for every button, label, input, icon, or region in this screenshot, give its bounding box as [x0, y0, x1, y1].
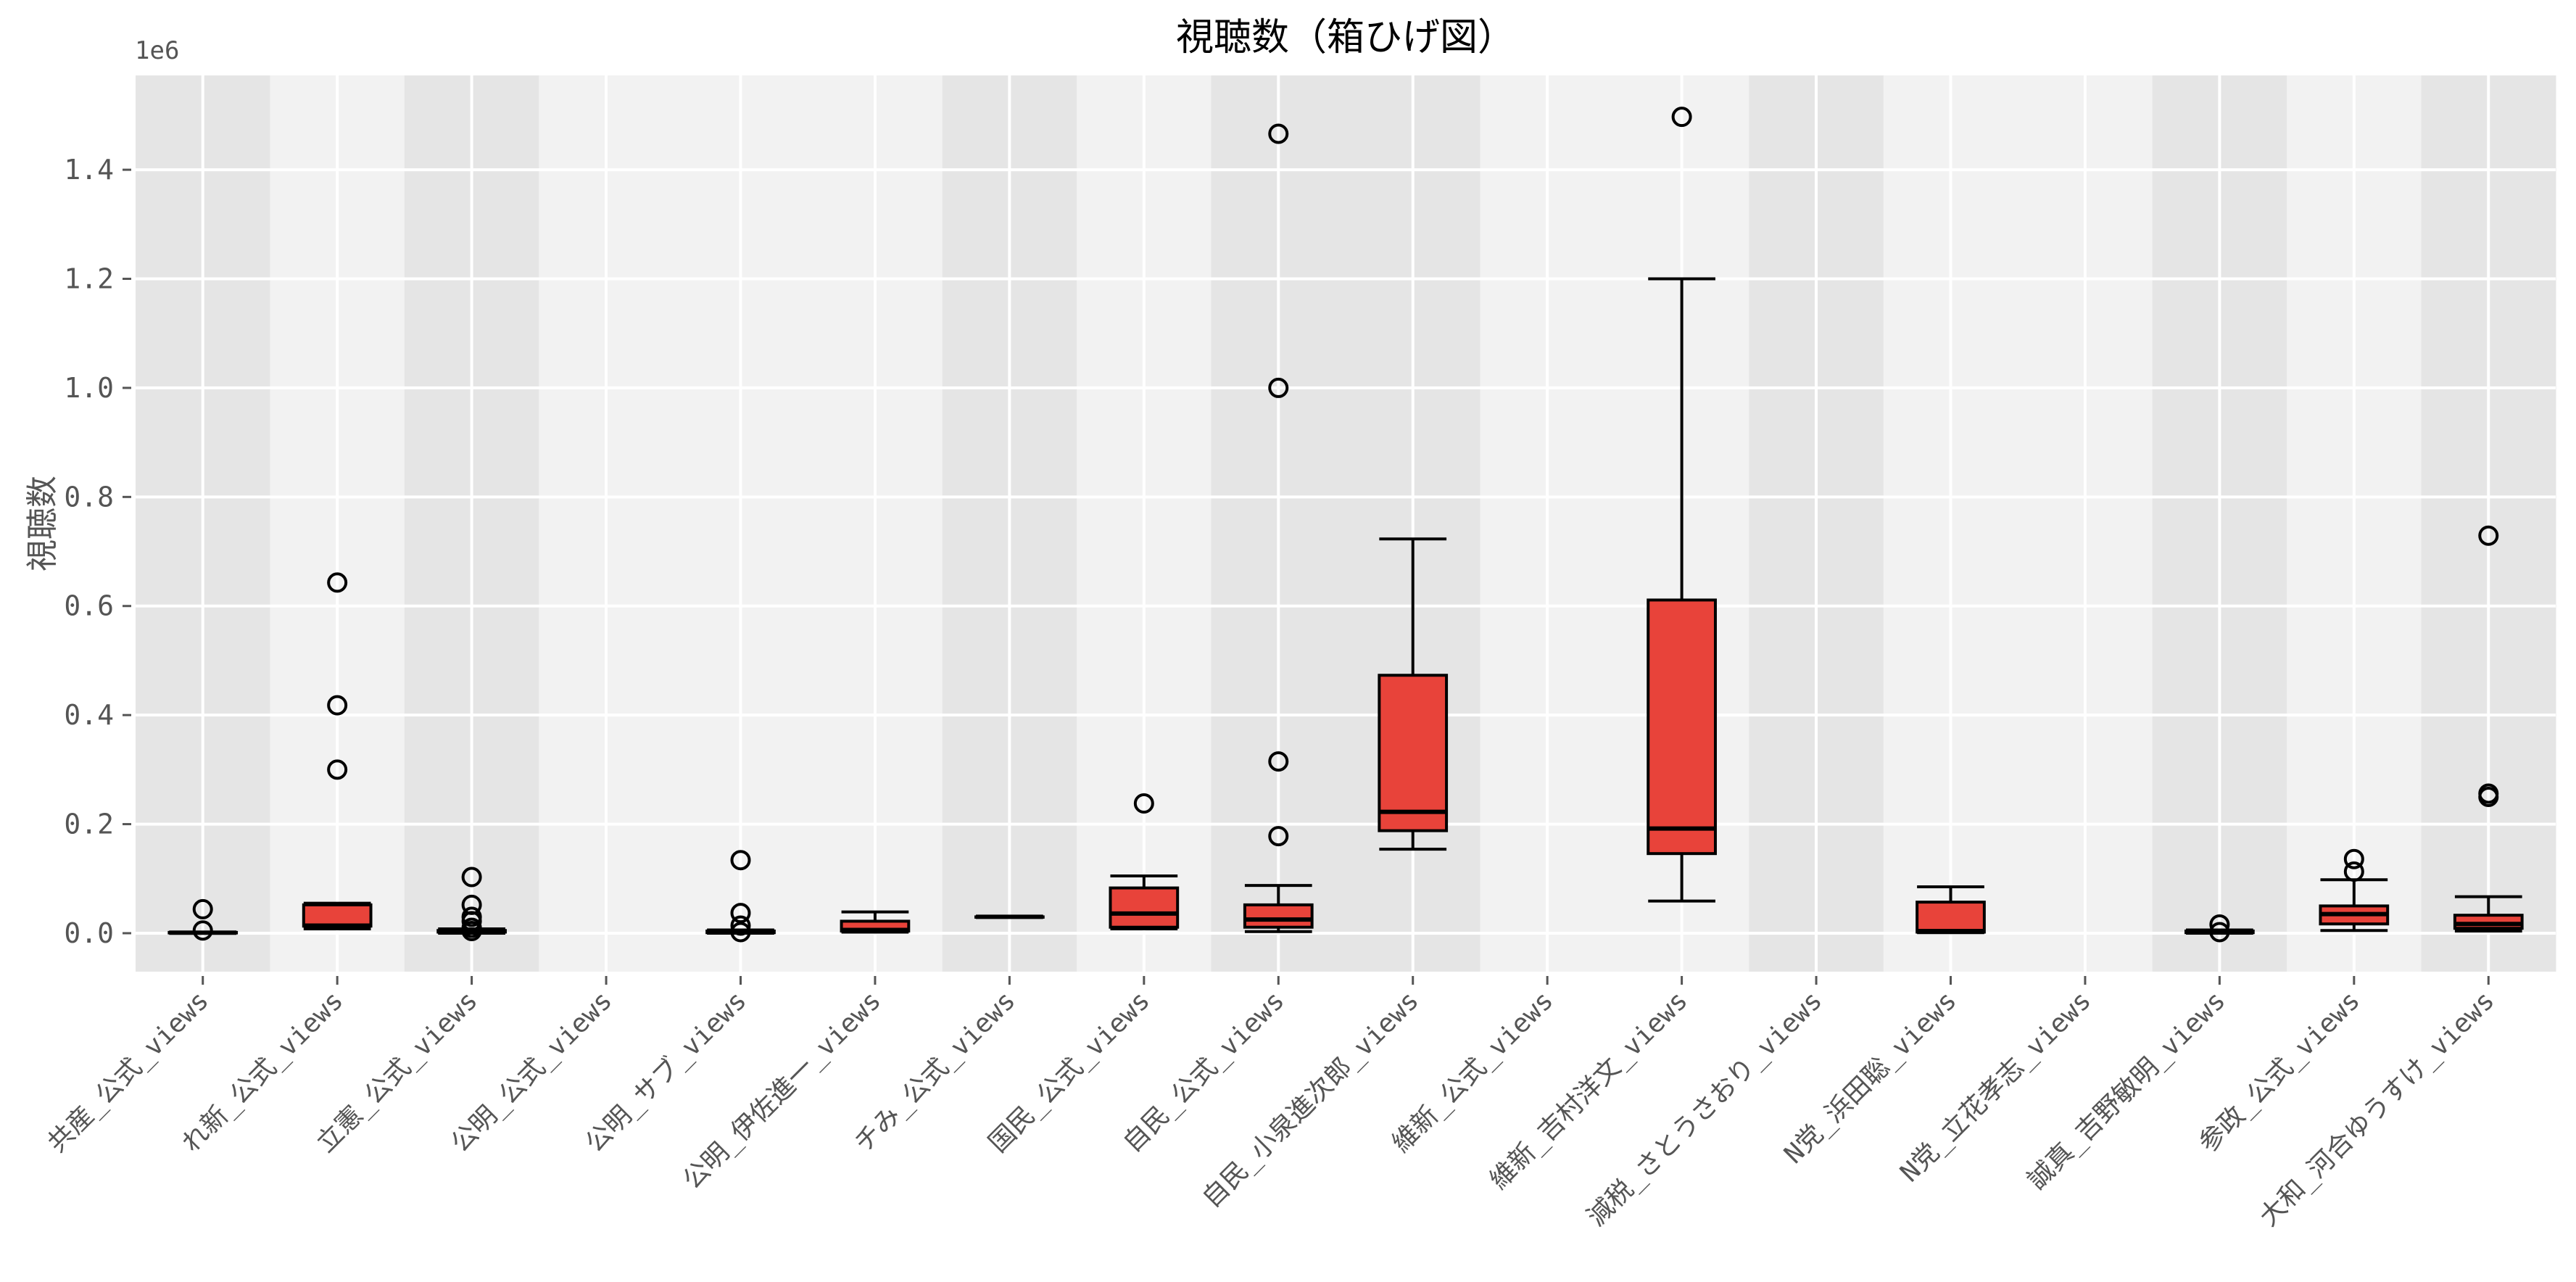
- outlier-marker[interactable]: [461, 917, 482, 938]
- y-axis-offset-label: 1e6: [135, 36, 180, 65]
- outlier-marker[interactable]: [1268, 123, 1289, 144]
- outlier-marker[interactable]: [2343, 861, 2364, 882]
- outlier-marker[interactable]: [730, 850, 751, 871]
- outlier-marker[interactable]: [192, 920, 213, 941]
- chart-title: 視聴数（箱ひげ図）: [1175, 16, 1515, 59]
- outlier-marker[interactable]: [327, 759, 348, 780]
- outlier-marker[interactable]: [2209, 914, 2230, 935]
- outlier-marker[interactable]: [1671, 107, 1692, 128]
- box[interactable]: [1109, 886, 1180, 929]
- outlier-marker[interactable]: [461, 894, 482, 915]
- outlier-marker[interactable]: [730, 922, 751, 943]
- box[interactable]: [302, 903, 373, 928]
- outlier-marker[interactable]: [192, 898, 213, 919]
- x-tick-label: 大和_河合ゆうすけ_views: [2254, 985, 2501, 1232]
- y-tick-label: 0.2: [64, 809, 114, 840]
- box[interactable]: [1916, 901, 1986, 934]
- outlier-marker[interactable]: [2209, 922, 2230, 943]
- y-tick-label: 0.6: [64, 590, 114, 622]
- y-tick-label: 1.2: [64, 263, 114, 295]
- outlier-marker[interactable]: [327, 695, 348, 716]
- box[interactable]: [1647, 598, 1717, 856]
- box[interactable]: [2453, 914, 2524, 930]
- x-tick-label: 減税_さとうさおり_views: [1582, 985, 1829, 1232]
- outlier-marker[interactable]: [1268, 826, 1289, 847]
- x-tick-label: 自民_小泉進次郎_views: [1197, 985, 1425, 1213]
- outlier-marker[interactable]: [2478, 783, 2499, 804]
- y-tick-label: 1.0: [64, 372, 114, 404]
- box[interactable]: [1243, 903, 1314, 929]
- y-tick-label: 0.8: [64, 481, 114, 513]
- outlier-marker[interactable]: [730, 903, 751, 924]
- y-tick-label: 0.4: [64, 699, 114, 731]
- y-tick-label: 1.4: [64, 154, 114, 186]
- box[interactable]: [1378, 674, 1449, 832]
- outlier-marker[interactable]: [1268, 377, 1289, 398]
- outlier-marker[interactable]: [2478, 525, 2499, 546]
- outlier-marker[interactable]: [461, 906, 482, 927]
- outlier-marker[interactable]: [1133, 793, 1154, 814]
- y-tick-label: 0.0: [64, 917, 114, 949]
- outlier-marker[interactable]: [461, 867, 482, 888]
- outlier-marker[interactable]: [327, 572, 348, 593]
- outlier-marker[interactable]: [730, 915, 751, 936]
- outlier-marker[interactable]: [2343, 848, 2364, 869]
- outlier-marker[interactable]: [1268, 751, 1289, 772]
